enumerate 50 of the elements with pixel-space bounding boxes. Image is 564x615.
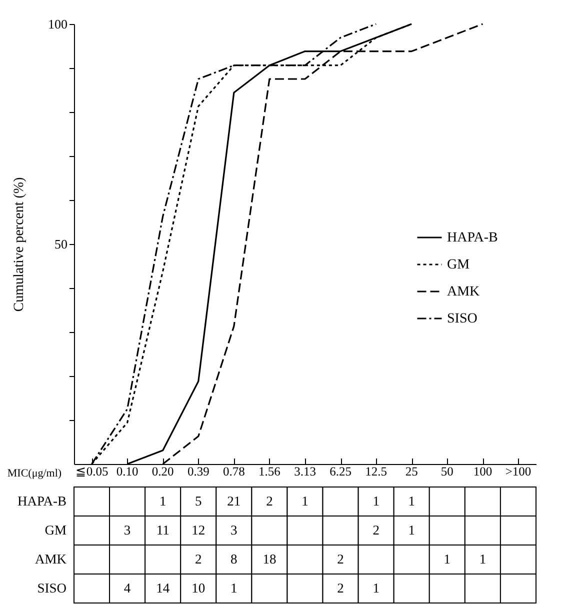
x-tick-label: 0.10 bbox=[116, 464, 138, 478]
data-label: 2 bbox=[195, 552, 202, 566]
data-label: 1 bbox=[372, 580, 380, 596]
y-tick-label: HAPA-B bbox=[17, 494, 66, 508]
data-label: 1 bbox=[230, 580, 238, 596]
x-tick-label: 0.78 bbox=[222, 464, 245, 478]
data-label: 1 bbox=[372, 494, 380, 508]
x-axis-title: MIC(μg/ml) bbox=[7, 468, 62, 480]
y-tick-label: GM bbox=[44, 522, 66, 538]
data-label: 1 bbox=[408, 522, 415, 538]
legend-label: AMK bbox=[447, 284, 480, 300]
data-label: 1 bbox=[408, 494, 415, 508]
x-tick-label: 25 bbox=[405, 464, 418, 478]
x-tick-label: 6.25 bbox=[330, 464, 352, 478]
x-tick-label: 50 bbox=[440, 464, 454, 478]
x-tick-label: 0.39 bbox=[187, 464, 210, 478]
legend-label: SISO bbox=[447, 312, 478, 326]
x-tick-label: 100 bbox=[473, 464, 492, 478]
data-label: 2 bbox=[266, 494, 273, 508]
data-label: 18 bbox=[262, 552, 276, 566]
data-label: 1 bbox=[302, 494, 308, 508]
data-label: 12 bbox=[192, 522, 206, 538]
x-tick-label: 3.13 bbox=[294, 464, 316, 478]
data-label: 1 bbox=[159, 494, 166, 508]
x-tick-label: ≦0.05 bbox=[75, 464, 108, 478]
data-label: 2 bbox=[337, 552, 344, 566]
x-tick-label: 1.56 bbox=[258, 464, 280, 478]
x-tick-label: >100 bbox=[505, 464, 532, 478]
data-label: 2 bbox=[372, 522, 380, 538]
data-label: 5 bbox=[195, 494, 202, 508]
y-tick-label: SISO bbox=[37, 580, 67, 596]
data-label: 8 bbox=[230, 552, 238, 566]
data-label: 2 bbox=[337, 580, 344, 596]
y-tick-label: 100 bbox=[48, 16, 68, 32]
data-label: 1 bbox=[479, 552, 486, 566]
data-label: 1 bbox=[444, 552, 451, 566]
x-tick-label: 0.20 bbox=[152, 464, 174, 478]
y-tick-label: AMK bbox=[34, 552, 67, 566]
data-label: 14 bbox=[156, 580, 170, 596]
data-label: 3 bbox=[124, 522, 131, 538]
legend-label: HAPA-B bbox=[447, 230, 498, 246]
y-tick-label: 50 bbox=[54, 236, 68, 252]
data-label: 11 bbox=[156, 522, 170, 538]
legend-label: GM bbox=[447, 258, 470, 272]
x-tick-label: 12.5 bbox=[365, 464, 388, 478]
data-label: 10 bbox=[192, 580, 206, 596]
data-label: 3 bbox=[230, 522, 238, 538]
data-label: 4 bbox=[124, 580, 131, 596]
y-axis-title: Cumulative percent (%) bbox=[12, 176, 27, 312]
data-label: 21 bbox=[227, 494, 241, 508]
